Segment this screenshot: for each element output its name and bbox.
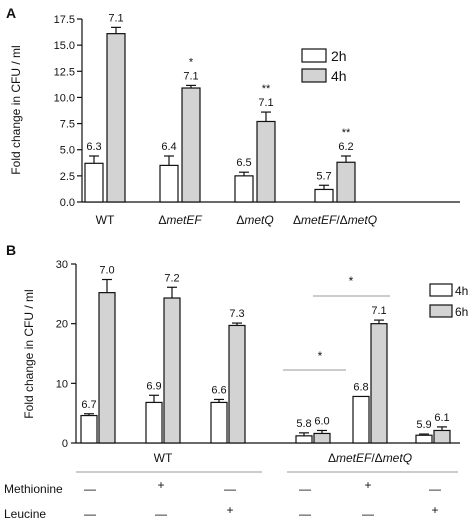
- panel-b-treatment-mark: +: [157, 478, 164, 492]
- panel-b-treatment-label: Methionine: [4, 482, 63, 496]
- panel-a-chart: 0.0 2.5 5.0 7.5 10.0 12.5 15.0 17.5 6.3 7.1 WT 6.4 7…: [54, 12, 460, 227]
- panel-b-bar: [352, 395, 370, 444]
- panel-b-letter: B: [6, 242, 16, 258]
- panel-b-y-tick-label: 20: [56, 319, 68, 331]
- panel-a-category-label: ΔmetEF/ΔmetQ: [293, 213, 377, 227]
- panel-b-legend-swatch: [429, 304, 453, 318]
- panel-b-ylabel: Fold change in CFU / ml: [22, 289, 36, 418]
- panel-b-bar: [433, 429, 451, 444]
- panel-a-data-label: 5.7: [316, 170, 331, 182]
- panel-b-treatment-mark: +: [431, 503, 438, 517]
- panel-a-ylabel: Fold change in CFU / ml: [9, 45, 23, 174]
- panel-a-y-tick-label: 7.5: [60, 119, 75, 131]
- panel-b-bar: [145, 401, 163, 444]
- panel-b-data-label: 6.7: [81, 399, 96, 411]
- panel-a-bar: [159, 164, 179, 203]
- panel-b-data-label: 5.9: [416, 419, 431, 431]
- panel-b-data-label: 6.0: [314, 415, 329, 427]
- panel-a-bar: [234, 175, 254, 203]
- panel-b-legend-label: 6h: [455, 305, 468, 319]
- panel-a-significance: **: [262, 83, 271, 95]
- panel-b-bar: [163, 297, 181, 444]
- panel-a-y-tick-label: 15.0: [54, 40, 75, 52]
- panel-a-bar: [84, 162, 104, 203]
- panel-a-significance: **: [342, 127, 351, 139]
- panel-b-bar: [228, 324, 246, 444]
- panel-a-data-label: 7.1: [108, 12, 123, 24]
- panel-b-data-label: 7.2: [164, 272, 179, 284]
- panel-b-treatment-mark: —: [299, 482, 311, 496]
- panel-a-bar: [336, 161, 356, 203]
- panel-b-data-label: 7.1: [371, 305, 386, 317]
- panel-a-data-label: 7.1: [183, 70, 198, 82]
- panel-a-letter: A: [6, 5, 16, 21]
- panel-b-data-label: 7.3: [229, 308, 244, 320]
- panel-b-bar: [210, 401, 228, 444]
- panel-a-bar: [256, 120, 276, 203]
- panel-b-treatment-mark: —: [224, 482, 236, 496]
- panel-a-y-tick-label: 12.5: [54, 66, 75, 78]
- panel-b-treatment-mark: —: [299, 507, 311, 521]
- panel-a-category-label: WT: [96, 213, 115, 227]
- panel-b-chart: 0 10 20 30 6.7 7.0 6.9 7.2 6.6 7.3 5.8 6.0 6.8 7.1 5.9…: [4, 259, 468, 521]
- panel-a-data-label: 7.1: [258, 97, 273, 109]
- panel-b-bar: [415, 434, 433, 444]
- panel-a-bar: [106, 33, 126, 203]
- panel-a-legend-swatch: [301, 48, 327, 63]
- panel-a-y-tick-label: 5.0: [60, 145, 75, 157]
- panel-a-category-label: ΔmetQ: [236, 213, 273, 227]
- panel-a-data-label: 6.3: [86, 141, 101, 153]
- panel-b-bar: [295, 435, 313, 444]
- panel-a-legend-label: 4h: [331, 68, 347, 84]
- panel-b-data-label: 6.8: [353, 381, 368, 393]
- panel-b-significance: *: [318, 349, 323, 363]
- panel-b-treatment-label: Leucine: [4, 507, 46, 521]
- panel-a-category-label: ΔmetEF: [158, 213, 202, 227]
- panel-b-bar: [98, 292, 116, 444]
- panel-a-y-tick-label: 17.5: [54, 14, 75, 26]
- panel-b-legend-swatch: [429, 283, 453, 297]
- panel-b-treatment-mark: —: [429, 482, 441, 496]
- panel-b-data-label: 7.0: [99, 265, 114, 277]
- panel-b-data-label: 5.8: [296, 418, 311, 430]
- panel-b-bar: [370, 323, 388, 444]
- panel-a-significance: *: [189, 56, 194, 68]
- panel-b-data-label: 6.9: [146, 380, 161, 392]
- panel-b-group-label: WT: [154, 451, 173, 465]
- panel-b-bar: [313, 432, 331, 444]
- panel-a-data-label: 6.5: [236, 157, 251, 169]
- panel-b-bar: [80, 414, 98, 444]
- panel-a-legend-label: 2h: [331, 48, 347, 64]
- panel-b-treatment-mark: +: [364, 478, 371, 492]
- panel-b-treatment-mark: —: [362, 507, 374, 521]
- panel-b-treatment-mark: —: [84, 507, 96, 521]
- panel-b-treatment-mark: —: [84, 482, 96, 496]
- panel-b-treatment-mark: —: [155, 507, 167, 521]
- panel-b-legend-label: 4h: [455, 284, 468, 298]
- panel-b-y-tick-label: 10: [56, 378, 68, 390]
- panel-a-bar: [314, 188, 334, 203]
- panel-a-legend-swatch: [301, 68, 327, 83]
- panel-a-y-tick-label: 2.5: [60, 171, 75, 183]
- panel-b-data-label: 6.1: [434, 412, 449, 424]
- panel-b-treatment-mark: +: [226, 503, 233, 517]
- panel-b-significance: *: [349, 274, 354, 288]
- panel-a-y-tick-label: 10.0: [54, 92, 75, 104]
- panel-a-data-label: 6.2: [338, 141, 353, 153]
- panel-b-data-label: 6.6: [211, 384, 226, 396]
- panel-b-group-label: ΔmetEF/ΔmetQ: [328, 451, 412, 465]
- panel-a-bar: [181, 87, 201, 203]
- panel-b-y-tick-label: 30: [56, 259, 68, 271]
- panel-b-y-tick-label: 0: [62, 438, 68, 450]
- panel-a-data-label: 6.4: [161, 141, 176, 153]
- panel-a-y-tick-label: 0.0: [60, 197, 75, 209]
